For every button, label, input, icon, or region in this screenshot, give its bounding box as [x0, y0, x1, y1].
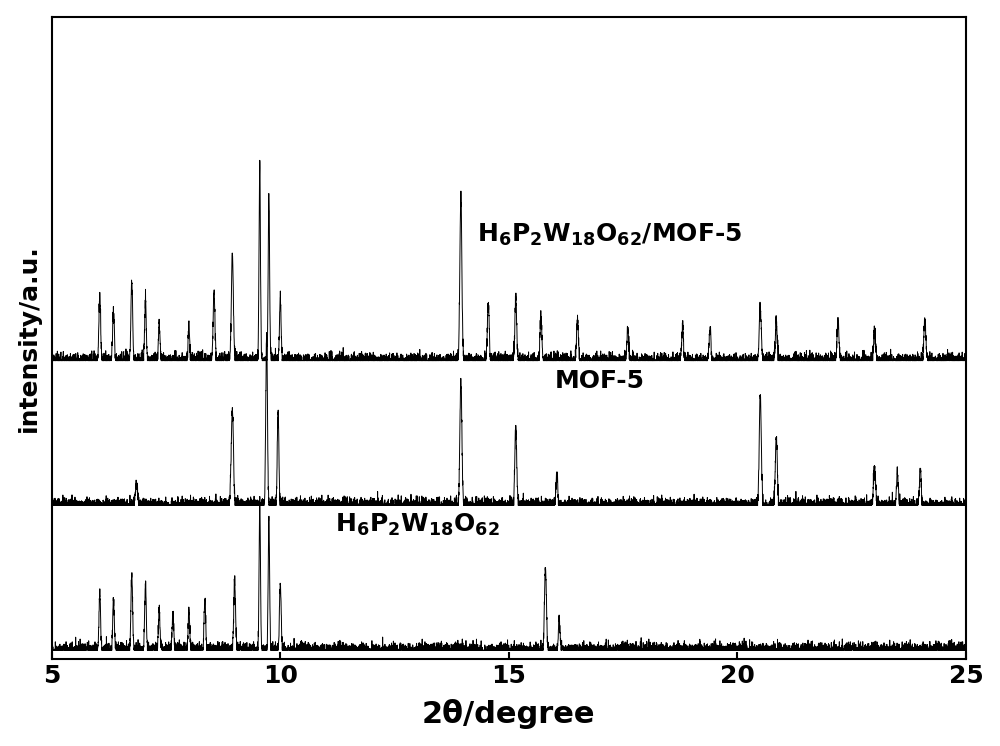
Y-axis label: intensity/a.u.: intensity/a.u.: [17, 244, 41, 432]
Text: MOF-5: MOF-5: [555, 369, 645, 393]
Text: $\mathbf{H_6P_2W_{18}O_{62}}$/MOF-5: $\mathbf{H_6P_2W_{18}O_{62}}$/MOF-5: [477, 222, 742, 248]
Text: $\mathbf{H_6P_2W_{18}O_{62}}$: $\mathbf{H_6P_2W_{18}O_{62}}$: [335, 512, 500, 538]
X-axis label: 2θ/degree: 2θ/degree: [422, 699, 596, 730]
